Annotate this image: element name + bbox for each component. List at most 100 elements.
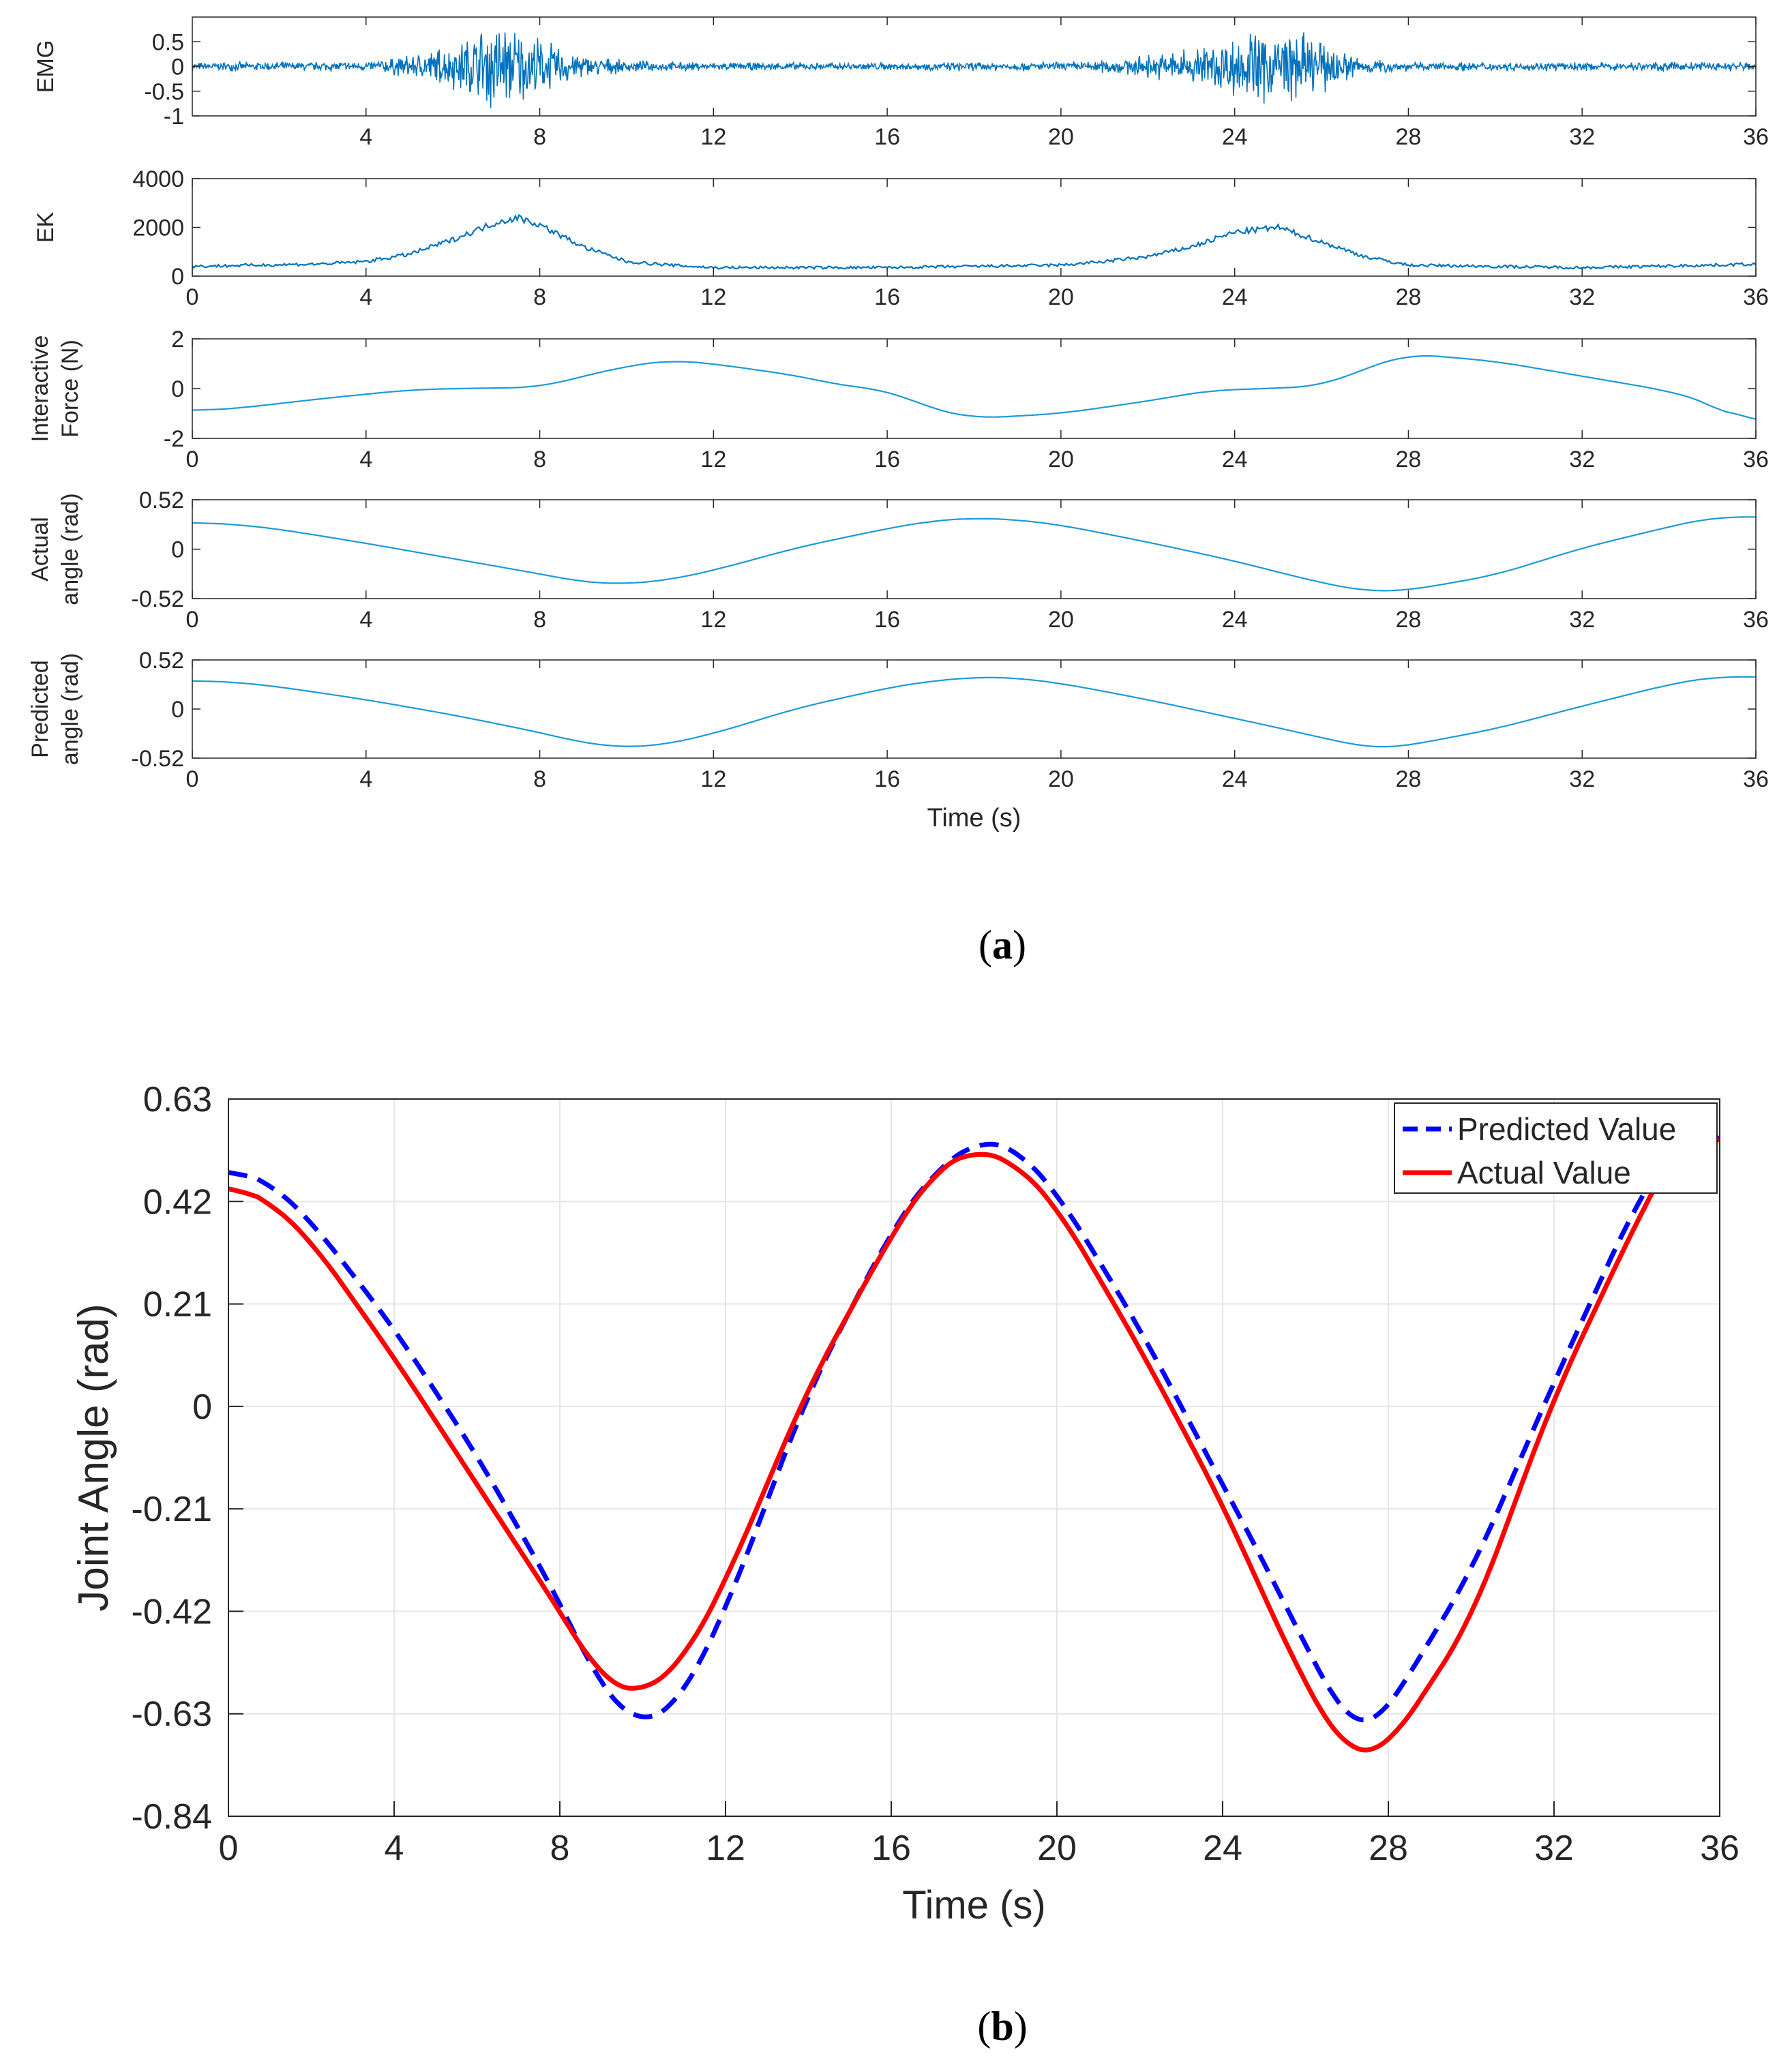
x-tick-label: 0 [186, 284, 199, 310]
y-tick-label: 4000 [132, 166, 184, 192]
legend-label: Actual Value [1457, 1155, 1631, 1190]
caption-b-open: ( [977, 2004, 991, 2049]
y-tick-label: 2 [171, 327, 184, 352]
y-tick-label: -0.21 [131, 1490, 212, 1529]
x-tick-label: 4 [385, 1829, 404, 1868]
x-tick-label: 4 [359, 447, 372, 472]
y-axis-label-line: Actual [27, 517, 53, 582]
plot-area [228, 1099, 1720, 1816]
y-tick-label: 0.52 [139, 487, 184, 513]
caption-b: (b) [977, 2003, 1027, 2050]
legend-box [1394, 1102, 1718, 1194]
x-tick-label: 12 [700, 124, 726, 150]
axes-frame [192, 659, 1757, 759]
axes-frame [192, 178, 1757, 277]
x-tick-label: 4 [359, 766, 372, 792]
axes-frame [228, 1098, 1720, 1817]
y-tick-label: -0.42 [131, 1592, 212, 1631]
x-tick-label: 4 [359, 607, 372, 633]
y-tick-label: 0 [171, 697, 184, 723]
x-tick-label: 16 [874, 284, 900, 310]
x-tick-label: 20 [1048, 607, 1074, 633]
caption-a-close: ) [1013, 922, 1026, 967]
axes-frame [192, 338, 1757, 439]
x-tick-label: 32 [1569, 766, 1595, 792]
x-tick-label: 0 [186, 607, 199, 633]
x-tick-label: 4 [359, 124, 372, 150]
x-tick-label: 8 [533, 124, 546, 150]
x-tick-label: 24 [1222, 124, 1248, 150]
x-tick-label: 36 [1700, 1829, 1739, 1868]
chart-a2: 0 4 8 12 16 20 24 28 32 36 4000 2000 0 EK [33, 166, 1769, 310]
x-tick-label: 36 [1743, 124, 1769, 150]
x-tick-label: 24 [1222, 607, 1248, 633]
y-axis-label-line: angle (rad) [57, 493, 83, 605]
x-tick-label: 32 [1569, 447, 1595, 472]
x-tick-label: 32 [1569, 607, 1595, 633]
y-tick-label: 0.52 [139, 648, 184, 674]
y-axis-label: Predicted angle (rad) [27, 653, 83, 765]
series-actual-value [228, 1137, 1720, 1753]
caption-a: (a) [979, 922, 1026, 969]
legend-label: Predicted Value [1457, 1111, 1676, 1147]
x-tick-label: 12 [700, 284, 726, 310]
x-tick-label: 28 [1396, 607, 1422, 633]
y-axis-label-line: angle (rad) [57, 653, 83, 765]
y-tick-label: -0.52 [132, 746, 185, 772]
x-tick-label: 20 [1048, 124, 1074, 150]
chart-a1: 4 8 12 16 20 24 28 32 36 0.50-0.5-1 EMG [33, 16, 1769, 150]
x-tick-label: 16 [874, 607, 900, 633]
y-tick-label: 0 [171, 55, 184, 80]
x-tick-label: 36 [1743, 447, 1769, 472]
x-tick-label: 28 [1396, 284, 1422, 310]
y-tick-label: -0.63 [131, 1695, 212, 1734]
y-axis-label: Interactive Force (N) [27, 335, 83, 442]
y-axis-label-line: EK [33, 212, 59, 243]
x-tick-label: 0 [186, 766, 199, 792]
y-tick-label: 0 [192, 1387, 212, 1427]
x-tick-label: 16 [871, 1829, 911, 1868]
y-axis-label-line: EMG [33, 40, 59, 93]
y-tick-label: 0 [171, 537, 184, 563]
x-tick-label: 0 [186, 447, 199, 472]
x-tick-label: 24 [1222, 284, 1248, 310]
y-tick-label: -1 [164, 104, 184, 130]
y-tick-label: -0.52 [132, 586, 185, 612]
x-tick-label: 16 [874, 124, 900, 150]
x-tick-label: 20 [1037, 1829, 1077, 1868]
y-tick-label: 0 [171, 264, 184, 290]
x-tick-label: 12 [706, 1829, 745, 1868]
x-tick-label: 8 [533, 766, 546, 792]
x-tick-label: 20 [1048, 447, 1074, 472]
x-tick-label: 8 [550, 1829, 570, 1868]
caption-b-close: ) [1013, 2004, 1028, 2049]
x-tick-label: 4 [359, 284, 372, 310]
x-tick-label: 8 [533, 284, 546, 310]
x-tick-label: 28 [1396, 124, 1422, 150]
x-tick-label: 28 [1369, 1829, 1408, 1868]
y-axis-label-line: Predicted [27, 660, 53, 758]
y-tick-label: 2000 [132, 215, 184, 241]
x-tick-label: 20 [1048, 766, 1074, 792]
series-a3 [192, 355, 1757, 420]
x-tick-label: 24 [1222, 766, 1248, 792]
y-tick-label: 0.63 [143, 1080, 212, 1119]
x-tick-label: 24 [1203, 1829, 1242, 1868]
y-axis-label-line: Force (N) [57, 340, 83, 438]
x-tick-label: 8 [533, 607, 546, 633]
y-axis-label-line: Interactive [27, 335, 53, 442]
x-tick-label: 12 [700, 607, 726, 633]
x-tick-label: 32 [1569, 284, 1595, 310]
caption-a-letter: a [992, 922, 1013, 967]
series-a5 [192, 676, 1756, 748]
x-tick-label: 36 [1743, 766, 1769, 792]
x-tick-label: 24 [1222, 447, 1248, 472]
y-axis-label: Actual angle (rad) [27, 493, 83, 605]
x-tick-label: 12 [700, 447, 726, 472]
chart-b: 0 4 8 12 16 20 24 28 32 36 0.63 0.42 0.21 0 -0.21 -0.42… [70, 1080, 1739, 1927]
x-tick-label: 28 [1396, 766, 1422, 792]
